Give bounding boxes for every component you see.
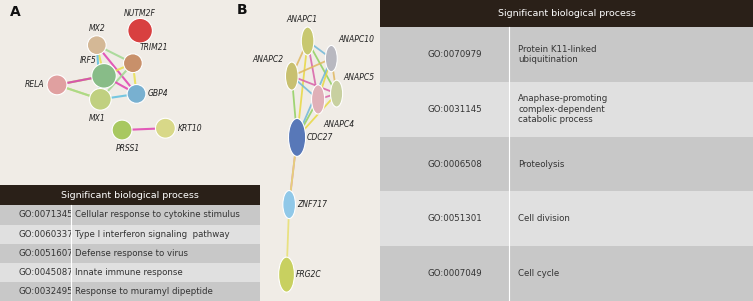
- FancyBboxPatch shape: [380, 27, 753, 82]
- Text: MX1: MX1: [88, 114, 105, 123]
- FancyBboxPatch shape: [0, 244, 260, 263]
- FancyBboxPatch shape: [0, 225, 260, 244]
- Text: GO:0070979: GO:0070979: [428, 50, 482, 59]
- Text: IRF5: IRF5: [80, 56, 97, 65]
- Circle shape: [128, 18, 152, 43]
- FancyBboxPatch shape: [380, 82, 753, 137]
- Text: ANAPC1: ANAPC1: [287, 14, 318, 23]
- Circle shape: [47, 75, 67, 95]
- Text: NUTM2F: NUTM2F: [124, 9, 156, 18]
- Text: ANAPC4: ANAPC4: [324, 120, 355, 129]
- Text: GO:0031145: GO:0031145: [428, 105, 482, 114]
- Text: Anaphase-promoting
complex-dependent
catabolic process: Anaphase-promoting complex-dependent cat…: [518, 94, 608, 124]
- Circle shape: [155, 118, 175, 138]
- FancyBboxPatch shape: [380, 191, 753, 246]
- Text: Response to muramyl dipeptide: Response to muramyl dipeptide: [75, 287, 213, 296]
- Text: B: B: [236, 3, 247, 17]
- Circle shape: [123, 54, 142, 73]
- Circle shape: [285, 62, 298, 90]
- FancyBboxPatch shape: [0, 185, 260, 205]
- Text: KRT10: KRT10: [178, 124, 203, 133]
- Text: RELA: RELA: [25, 80, 44, 89]
- Circle shape: [301, 27, 314, 55]
- FancyBboxPatch shape: [380, 0, 753, 27]
- Text: GO:0032495: GO:0032495: [18, 287, 73, 296]
- Circle shape: [92, 64, 116, 88]
- Circle shape: [325, 45, 337, 72]
- Text: GO:0060337: GO:0060337: [18, 230, 73, 239]
- Text: A: A: [10, 5, 21, 20]
- Circle shape: [87, 36, 106, 54]
- Text: GBP4: GBP4: [148, 89, 168, 98]
- Text: GO:0051607: GO:0051607: [18, 249, 73, 258]
- Circle shape: [283, 191, 295, 219]
- Circle shape: [331, 80, 343, 107]
- Text: ANAPC2: ANAPC2: [253, 55, 284, 64]
- Text: Proteolysis: Proteolysis: [518, 160, 565, 169]
- FancyBboxPatch shape: [0, 263, 260, 282]
- Text: Defense response to virus: Defense response to virus: [75, 249, 188, 258]
- FancyBboxPatch shape: [380, 246, 753, 301]
- Circle shape: [288, 118, 306, 157]
- Circle shape: [279, 257, 294, 292]
- Text: Type I interferon signaling  pathway: Type I interferon signaling pathway: [75, 230, 230, 239]
- Text: Cell cycle: Cell cycle: [518, 269, 559, 278]
- Circle shape: [312, 85, 325, 114]
- Text: GO:0071345: GO:0071345: [18, 210, 73, 219]
- Text: Significant biological process: Significant biological process: [61, 191, 199, 200]
- Text: ZNF717: ZNF717: [297, 200, 327, 209]
- Text: GO:0007049: GO:0007049: [428, 269, 482, 278]
- Text: CDC27: CDC27: [306, 133, 333, 142]
- Text: Cell division: Cell division: [518, 214, 570, 223]
- FancyBboxPatch shape: [380, 137, 753, 191]
- Text: ANAPC10: ANAPC10: [338, 35, 374, 44]
- Text: TRIM21: TRIM21: [140, 43, 169, 52]
- Text: Innate immune response: Innate immune response: [75, 268, 183, 277]
- Text: GO:0045087: GO:0045087: [18, 268, 73, 277]
- Text: MX2: MX2: [88, 23, 105, 33]
- Text: GO:0051301: GO:0051301: [428, 214, 482, 223]
- Text: Cellular response to cytokine stimulus: Cellular response to cytokine stimulus: [75, 210, 240, 219]
- Circle shape: [90, 88, 111, 110]
- Text: ANAPC5: ANAPC5: [343, 73, 374, 82]
- FancyBboxPatch shape: [0, 205, 260, 225]
- Text: FRG2C: FRG2C: [296, 270, 322, 279]
- Text: Protein K11-linked
ubiquitination: Protein K11-linked ubiquitination: [518, 45, 596, 64]
- Circle shape: [112, 120, 132, 140]
- Text: PRSS1: PRSS1: [115, 144, 139, 154]
- Text: Significant biological process: Significant biological process: [498, 9, 636, 18]
- Circle shape: [127, 85, 146, 103]
- FancyBboxPatch shape: [0, 282, 260, 301]
- Text: GO:0006508: GO:0006508: [428, 160, 482, 169]
